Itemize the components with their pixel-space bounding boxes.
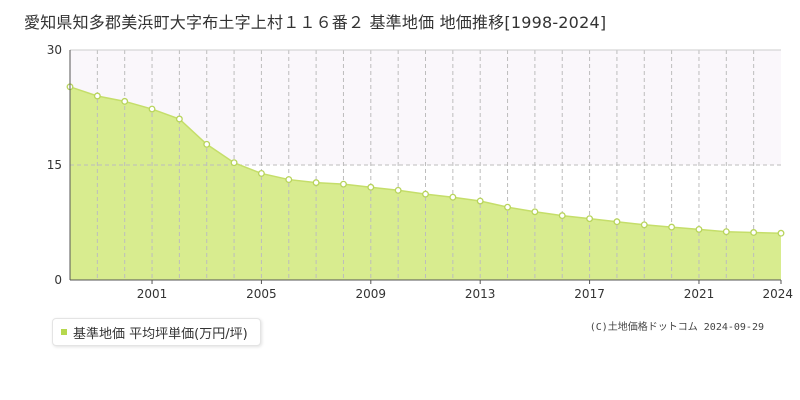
data-point	[531, 208, 539, 216]
y-tick-label: 30	[47, 43, 62, 57]
data-point	[613, 218, 621, 226]
data-point	[285, 176, 293, 184]
data-point	[668, 223, 676, 231]
data-point	[93, 92, 101, 100]
data-point	[367, 183, 375, 191]
x-tick-label: 2001	[137, 287, 168, 301]
x-tick-label: 2017	[574, 287, 605, 301]
data-point	[640, 221, 648, 229]
x-tick-label: 2005	[246, 287, 277, 301]
data-point	[586, 215, 594, 223]
data-point	[449, 193, 457, 201]
data-point	[695, 225, 703, 233]
data-point	[312, 179, 320, 187]
series-area	[70, 86, 781, 280]
data-point	[394, 186, 402, 194]
data-point	[504, 203, 511, 211]
data-point	[121, 97, 129, 105]
data-point	[230, 159, 238, 167]
legend-marker	[61, 329, 67, 335]
data-point	[558, 212, 566, 220]
data-point	[340, 180, 347, 188]
x-tick-label: 2009	[356, 287, 387, 301]
x-tick-label: 2021	[684, 287, 715, 301]
x-tick-label: 2013	[465, 287, 496, 301]
copyright-text: (C)土地価格ドットコム 2024-09-29	[589, 322, 764, 333]
legend: 基準地価 平均坪単価(万円/坪)	[52, 318, 261, 346]
data-point	[722, 228, 730, 236]
y-tick-label: 0	[54, 273, 62, 287]
legend-label: 基準地価 平均坪単価(万円/坪)	[73, 326, 248, 342]
x-tick-label: 2024	[762, 287, 793, 301]
data-point	[203, 140, 211, 148]
data-point	[175, 115, 183, 123]
data-point	[148, 105, 156, 113]
y-tick-label: 15	[47, 158, 62, 172]
data-point	[257, 169, 265, 177]
chart-title: 愛知県知多郡美浜町大字布土字上村１１６番２ 基準地価 地価推移[1998-202…	[24, 13, 607, 32]
data-point	[750, 229, 758, 236]
data-point	[422, 190, 429, 198]
data-point	[476, 197, 484, 205]
data-point	[777, 229, 785, 237]
